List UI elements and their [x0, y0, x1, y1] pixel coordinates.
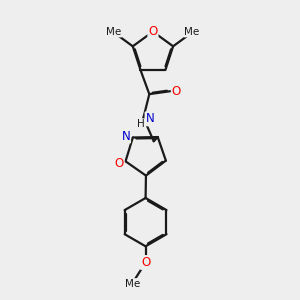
Text: O: O	[172, 85, 181, 98]
Text: O: O	[141, 256, 150, 269]
Text: Me: Me	[106, 27, 122, 37]
Text: O: O	[114, 157, 124, 170]
Text: Me: Me	[125, 279, 140, 289]
Text: H: H	[137, 119, 145, 129]
Text: O: O	[148, 25, 158, 38]
Text: N: N	[122, 130, 130, 142]
Text: Me: Me	[184, 27, 200, 37]
Text: N: N	[146, 112, 154, 125]
